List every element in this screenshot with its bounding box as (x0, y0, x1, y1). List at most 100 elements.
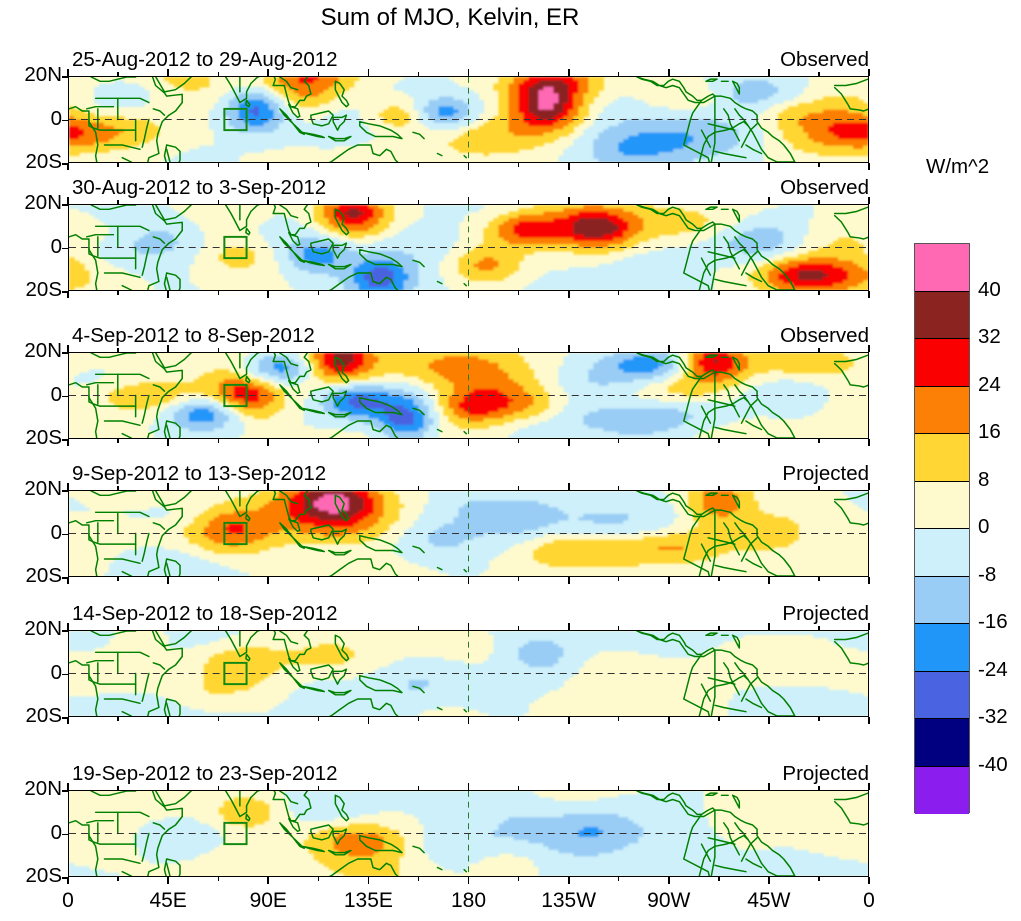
x-tick-mark (868, 345, 870, 352)
x-tick-mark (567, 623, 570, 630)
y-tick-label-20S-p2: 20S (25, 278, 62, 301)
x-tick-mark (367, 439, 370, 446)
x-tick-mark (567, 483, 570, 490)
x-minor-tick (818, 163, 820, 167)
panel-status-6: Projected (782, 762, 869, 785)
x-tick-mark (768, 439, 770, 446)
x-tick-mark (467, 623, 470, 630)
panel-status-2: Observed (780, 176, 869, 199)
colorbar-tick-40: 40 (978, 277, 1001, 301)
x-minor-tick (317, 72, 320, 76)
y-tick-label-0-p4: 0 (50, 520, 62, 544)
x-tick-mark (67, 577, 69, 584)
x-tick-label-90E: 90E (249, 889, 287, 912)
panel-date-range-5: 14-Sep-2012 to 18-Sep-2012 (72, 602, 338, 625)
x-minor-tick (317, 163, 320, 167)
panel-date-range-4: 9-Sep-2012 to 13-Sep-2012 (72, 462, 327, 485)
colorbar-band-0 (915, 244, 969, 292)
region-box-marker (223, 521, 248, 546)
x-minor-tick (618, 439, 620, 443)
x-tick-mark (167, 345, 170, 352)
coastlines (69, 353, 868, 438)
x-tick-mark (267, 163, 270, 170)
x-minor-tick (217, 877, 219, 881)
y-tick-mark (62, 395, 68, 398)
x-tick-mark (868, 483, 870, 490)
x-minor-tick (317, 348, 320, 352)
x-minor-tick (217, 291, 219, 295)
y-tick-label-20S-p4: 20S (25, 564, 62, 587)
x-minor-tick (417, 200, 420, 204)
map-panel-2 (68, 204, 869, 291)
x-minor-tick (517, 291, 520, 295)
x-tick-mark (768, 483, 770, 490)
y-tick-mark (62, 439, 68, 441)
x-tick-mark (667, 345, 670, 352)
x-minor-tick (718, 486, 720, 490)
x-tick-mark (768, 163, 770, 170)
x-minor-tick (117, 72, 119, 76)
x-tick-mark (768, 717, 770, 724)
x-minor-tick (117, 717, 119, 721)
x-tick-mark (367, 577, 370, 584)
x-tick-mark (768, 577, 770, 584)
x-minor-tick (517, 626, 520, 630)
region-box-marker (223, 821, 248, 846)
x-tick-mark (567, 439, 570, 446)
x-tick-mark (367, 197, 370, 204)
panel-status-4: Projected (782, 462, 869, 485)
region-box-marker (223, 661, 248, 686)
x-tick-mark (267, 717, 270, 724)
x-minor-tick (417, 877, 420, 881)
x-minor-tick (317, 439, 320, 443)
x-tick-mark (667, 717, 670, 724)
x-minor-tick (417, 786, 420, 790)
x-tick-mark (67, 197, 69, 204)
x-minor-tick (718, 200, 720, 204)
x-tick-mark (667, 163, 670, 170)
y-tick-mark (62, 119, 68, 122)
x-minor-tick (117, 486, 119, 490)
x-tick-mark (467, 345, 470, 352)
x-minor-tick (217, 626, 219, 630)
x-tick-mark (467, 163, 470, 170)
region-box-marker (223, 107, 248, 132)
x-tick-mark (367, 345, 370, 352)
x-minor-tick (718, 717, 720, 721)
x-tick-mark (667, 623, 670, 630)
colorbar-tick-32: 32 (978, 325, 1001, 348)
x-minor-tick (417, 486, 420, 490)
x-minor-tick (417, 348, 420, 352)
x-tick-mark (367, 783, 370, 790)
x-minor-tick (317, 577, 320, 581)
x-tick-mark (267, 577, 270, 584)
x-minor-tick (117, 291, 119, 295)
x-tick-mark (67, 483, 69, 490)
x-tick-mark (167, 483, 170, 490)
y-tick-mark (62, 877, 68, 879)
x-minor-tick (117, 877, 119, 881)
x-minor-tick (517, 200, 520, 204)
panel-status-3: Observed (780, 324, 869, 347)
x-tick-mark (467, 717, 470, 724)
y-tick-mark (62, 352, 68, 354)
x-tick-mark (67, 623, 69, 630)
y-tick-mark (62, 833, 68, 836)
panel-status-1: Observed (780, 48, 869, 71)
colorbar (914, 243, 970, 814)
x-minor-tick (217, 348, 219, 352)
x-minor-tick (417, 717, 420, 721)
x-tick-mark (167, 877, 170, 884)
x-tick-mark (868, 877, 870, 884)
x-tick-mark (167, 69, 170, 76)
x-tick-mark (768, 345, 770, 352)
x-minor-tick (618, 200, 620, 204)
x-tick-mark (367, 717, 370, 724)
x-minor-tick (217, 72, 219, 76)
x-minor-tick (117, 786, 119, 790)
x-minor-tick (818, 200, 820, 204)
colorbar-band-11 (915, 766, 969, 814)
x-minor-tick (818, 72, 820, 76)
coastlines (69, 631, 868, 716)
x-minor-tick (317, 626, 320, 630)
